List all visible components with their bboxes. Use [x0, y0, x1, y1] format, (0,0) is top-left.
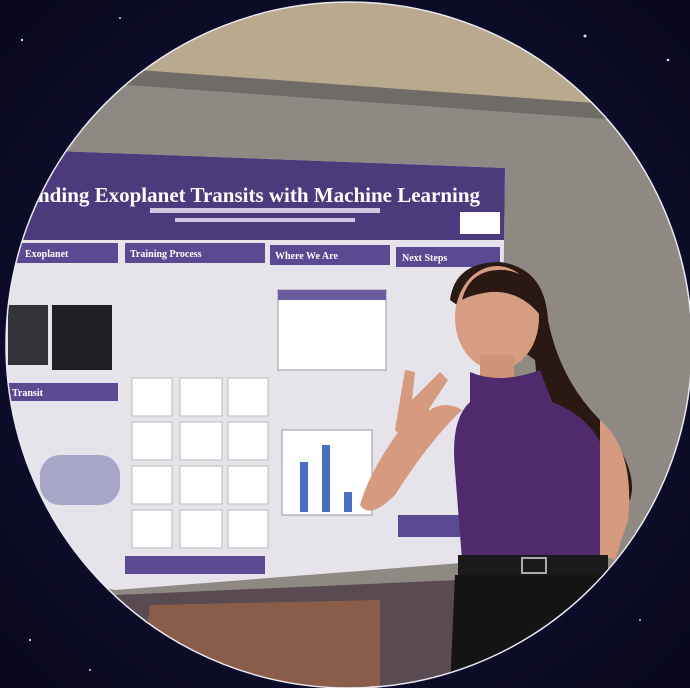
side-arm	[600, 420, 630, 560]
poster-title: nding Exoplanet Transits with Machine Le…	[38, 183, 481, 207]
purple-top	[454, 370, 610, 560]
section-title: Transit	[12, 388, 44, 399]
section-header	[125, 243, 265, 263]
section-title: Where We Are	[275, 251, 338, 262]
next-steps-box	[398, 515, 460, 537]
section-header	[6, 243, 118, 263]
table-header	[278, 290, 386, 300]
section-title: Training Process	[130, 249, 202, 260]
lightcurve-grid	[131, 377, 269, 549]
raised-arm	[360, 405, 462, 511]
board-frame	[6, 60, 690, 125]
poster: nding Exoplanet Transits with Machine Le…	[6, 150, 505, 590]
hair-fringe	[462, 269, 540, 315]
circle-border	[5, 1, 690, 688]
section-title: Next Steps	[402, 253, 447, 264]
satellite-image	[8, 305, 48, 365]
transit-image	[52, 305, 112, 370]
hand	[395, 370, 448, 435]
affiliation-line	[175, 218, 355, 222]
footer-band	[125, 556, 265, 574]
chart-bar	[344, 492, 352, 512]
tess-logo	[460, 212, 500, 234]
author-line	[150, 208, 380, 213]
chart-bar	[300, 462, 308, 512]
belt-buckle	[521, 557, 547, 574]
section-header	[396, 247, 500, 267]
section-header	[270, 245, 390, 265]
section-header	[6, 383, 118, 401]
diagram	[40, 455, 120, 505]
belt	[458, 555, 608, 575]
section-title: Exoplanet	[25, 249, 69, 260]
results-table	[277, 289, 387, 371]
chart-bar	[322, 445, 330, 512]
poster-header	[6, 150, 505, 240]
